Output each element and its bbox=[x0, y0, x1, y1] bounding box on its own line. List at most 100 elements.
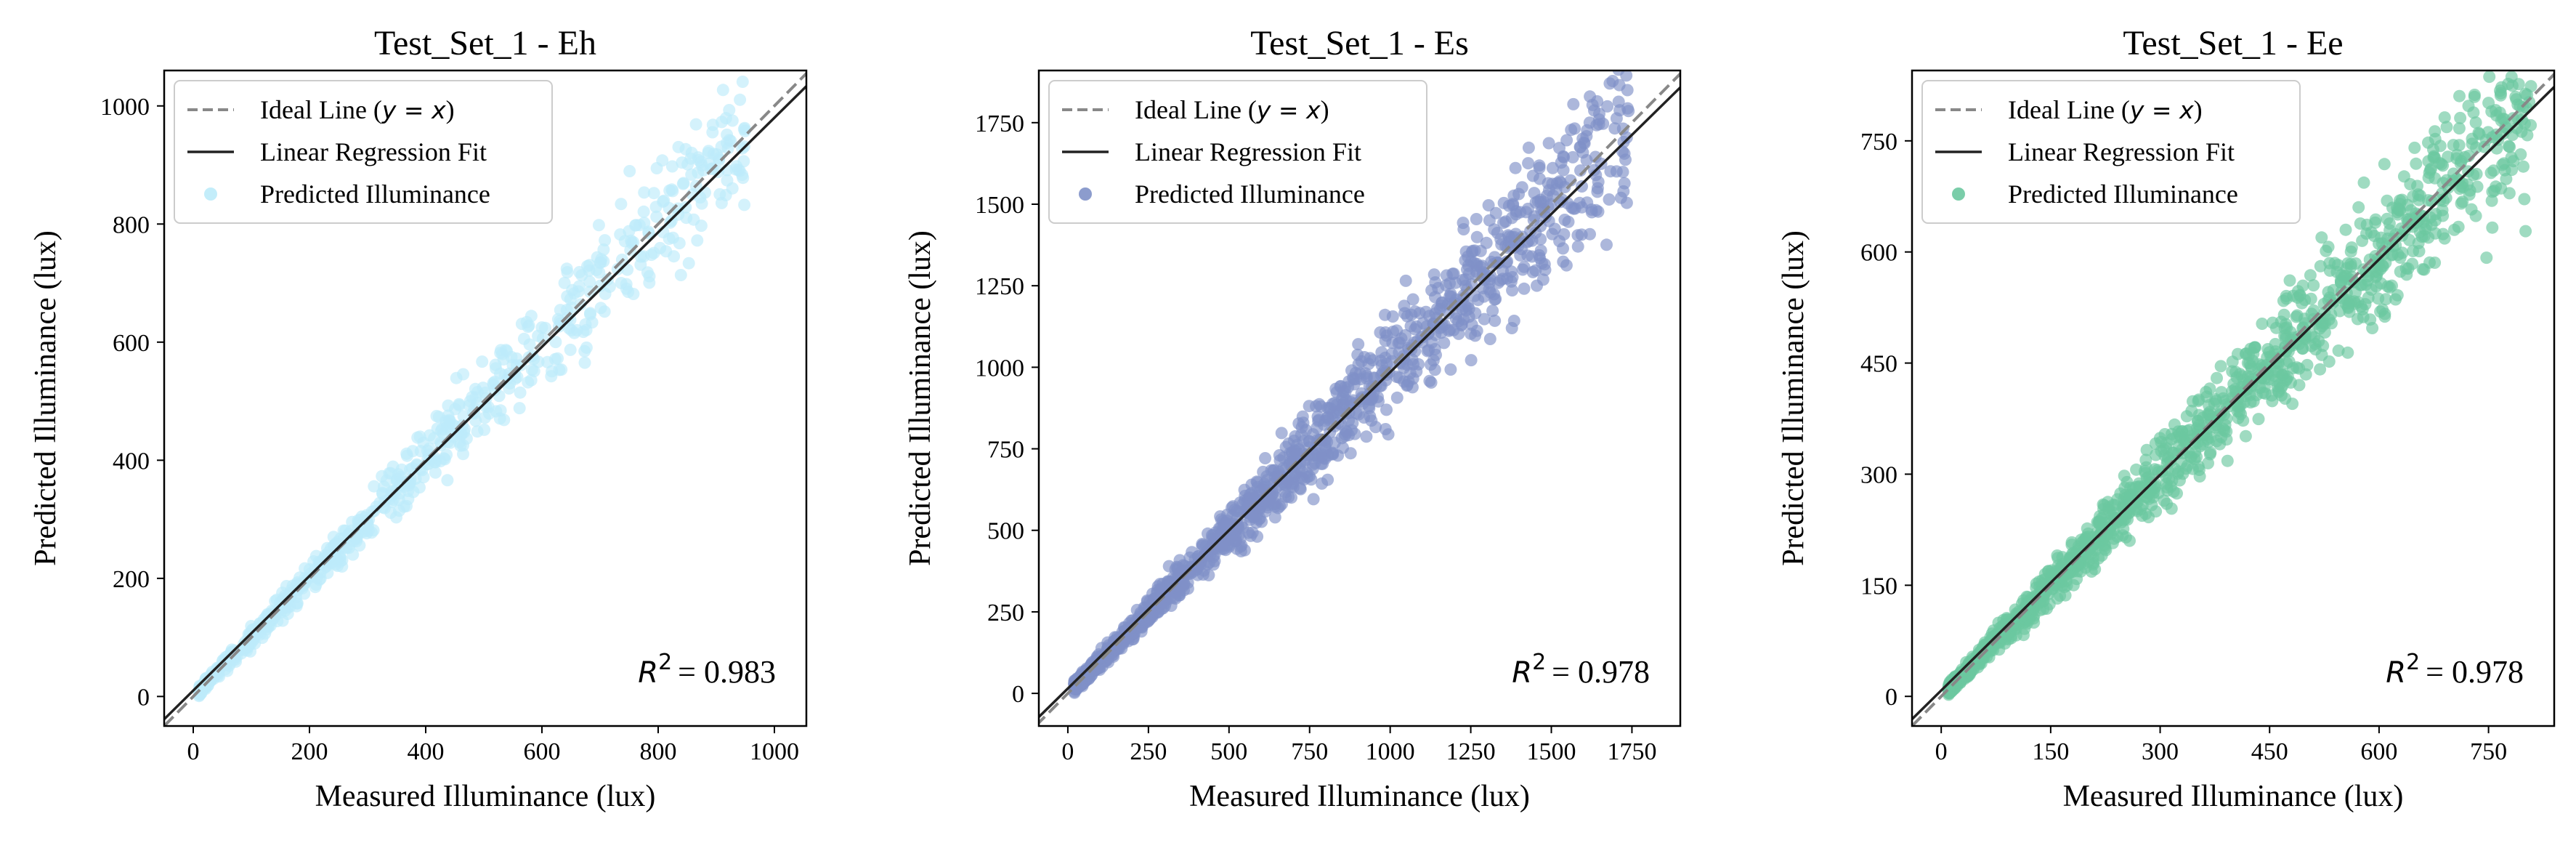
data-point bbox=[2211, 371, 2223, 384]
data-point bbox=[1509, 161, 1522, 174]
data-point bbox=[1102, 656, 1115, 669]
data-point bbox=[1506, 271, 1519, 283]
data-point bbox=[2190, 451, 2203, 464]
data-point bbox=[1444, 363, 1457, 376]
data-point bbox=[1226, 509, 1239, 523]
data-point bbox=[695, 197, 708, 210]
data-point bbox=[1399, 274, 1412, 287]
data-point bbox=[441, 474, 454, 487]
data-point bbox=[466, 390, 479, 403]
x-tick-label: 200 bbox=[291, 738, 328, 765]
data-point bbox=[1613, 104, 1627, 117]
data-point bbox=[1536, 257, 1548, 270]
x-tick-label: 750 bbox=[2470, 738, 2507, 765]
data-point bbox=[2499, 49, 2511, 61]
x-tick-label: 400 bbox=[408, 738, 445, 765]
data-point bbox=[650, 210, 663, 223]
data-point bbox=[645, 249, 658, 262]
data-point bbox=[545, 370, 558, 383]
r-squared-annotation: R2 = 0.978 bbox=[2386, 650, 2524, 690]
data-point bbox=[1352, 358, 1365, 371]
data-point bbox=[1516, 263, 1529, 276]
data-point bbox=[1576, 180, 1588, 193]
data-point bbox=[390, 511, 402, 524]
x-tick-label: 450 bbox=[2251, 738, 2288, 765]
data-point bbox=[1382, 428, 1395, 441]
data-point bbox=[2391, 289, 2404, 302]
data-point bbox=[1275, 427, 1288, 440]
x-tick-label: 1000 bbox=[1366, 738, 1415, 765]
data-point bbox=[1231, 519, 1244, 532]
data-point bbox=[2055, 575, 2068, 588]
r-squared-annotation: R2 = 0.978 bbox=[1512, 650, 1650, 690]
data-point bbox=[1489, 314, 1502, 327]
y-tick-label: 1000 bbox=[100, 94, 150, 121]
data-point bbox=[680, 211, 693, 225]
data-point bbox=[1621, 84, 1634, 97]
data-point bbox=[627, 288, 640, 300]
data-point bbox=[1430, 348, 1442, 361]
data-point bbox=[1526, 265, 1539, 278]
data-point bbox=[2237, 396, 2251, 409]
legend-ideal-suffix: ) bbox=[446, 95, 455, 124]
data-point bbox=[2174, 474, 2186, 487]
data-point bbox=[1268, 511, 1281, 524]
y-axis-label: Predicted Illuminance (lux) bbox=[904, 230, 937, 566]
data-point bbox=[2192, 415, 2204, 427]
data-point bbox=[2221, 454, 2234, 467]
data-point bbox=[1287, 435, 1300, 447]
data-point bbox=[248, 637, 262, 650]
y-tick-label: 1000 bbox=[975, 355, 1024, 382]
data-point bbox=[2519, 8, 2532, 20]
x-tick-label: 600 bbox=[524, 738, 561, 765]
data-point bbox=[487, 376, 500, 390]
legend-points-swatch bbox=[204, 187, 217, 201]
data-point bbox=[2316, 320, 2328, 333]
data-point bbox=[2130, 463, 2143, 476]
data-point bbox=[1301, 471, 1314, 483]
data-point bbox=[2256, 318, 2269, 330]
data-point bbox=[2140, 443, 2153, 456]
data-point bbox=[2226, 355, 2239, 368]
data-point bbox=[2277, 368, 2291, 381]
data-point bbox=[2203, 399, 2216, 412]
data-point bbox=[2314, 363, 2327, 376]
y-tick-label: 300 bbox=[1860, 461, 1897, 488]
data-point bbox=[611, 262, 624, 275]
data-point bbox=[2054, 589, 2067, 602]
legend-ideal-math: y = x bbox=[1256, 96, 1321, 124]
data-point bbox=[1241, 496, 1254, 509]
data-point bbox=[1470, 230, 1483, 243]
data-point bbox=[2453, 122, 2466, 135]
data-point bbox=[2268, 369, 2281, 382]
data-point bbox=[2480, 251, 2493, 265]
data-point bbox=[1522, 157, 1535, 170]
legend-ideal-suffix: ) bbox=[1321, 95, 1329, 124]
data-point bbox=[1603, 193, 1616, 206]
data-point bbox=[2502, 78, 2515, 90]
data-point bbox=[2408, 141, 2421, 154]
data-point bbox=[2523, 96, 2536, 108]
y-tick-label: 1750 bbox=[975, 110, 1024, 137]
data-point bbox=[413, 481, 426, 494]
data-point bbox=[2423, 256, 2436, 269]
data-point bbox=[2517, 160, 2530, 173]
data-point bbox=[2082, 531, 2095, 544]
data-point bbox=[442, 399, 455, 412]
data-point bbox=[2442, 150, 2455, 164]
data-point bbox=[2518, 193, 2531, 206]
data-point bbox=[2372, 292, 2385, 305]
data-point bbox=[1567, 97, 1580, 110]
data-point bbox=[2186, 462, 2199, 475]
y-tick-label: 600 bbox=[1860, 240, 1897, 267]
legend-points-swatch bbox=[1952, 187, 1965, 201]
x-tick-label: 800 bbox=[640, 738, 677, 765]
data-point bbox=[2247, 347, 2260, 360]
data-point bbox=[2265, 389, 2278, 402]
data-point bbox=[1608, 122, 1621, 135]
data-point bbox=[578, 356, 591, 369]
data-point bbox=[2167, 485, 2180, 498]
data-point bbox=[2462, 100, 2475, 113]
data-point bbox=[1141, 595, 1154, 608]
data-point bbox=[2436, 203, 2449, 217]
